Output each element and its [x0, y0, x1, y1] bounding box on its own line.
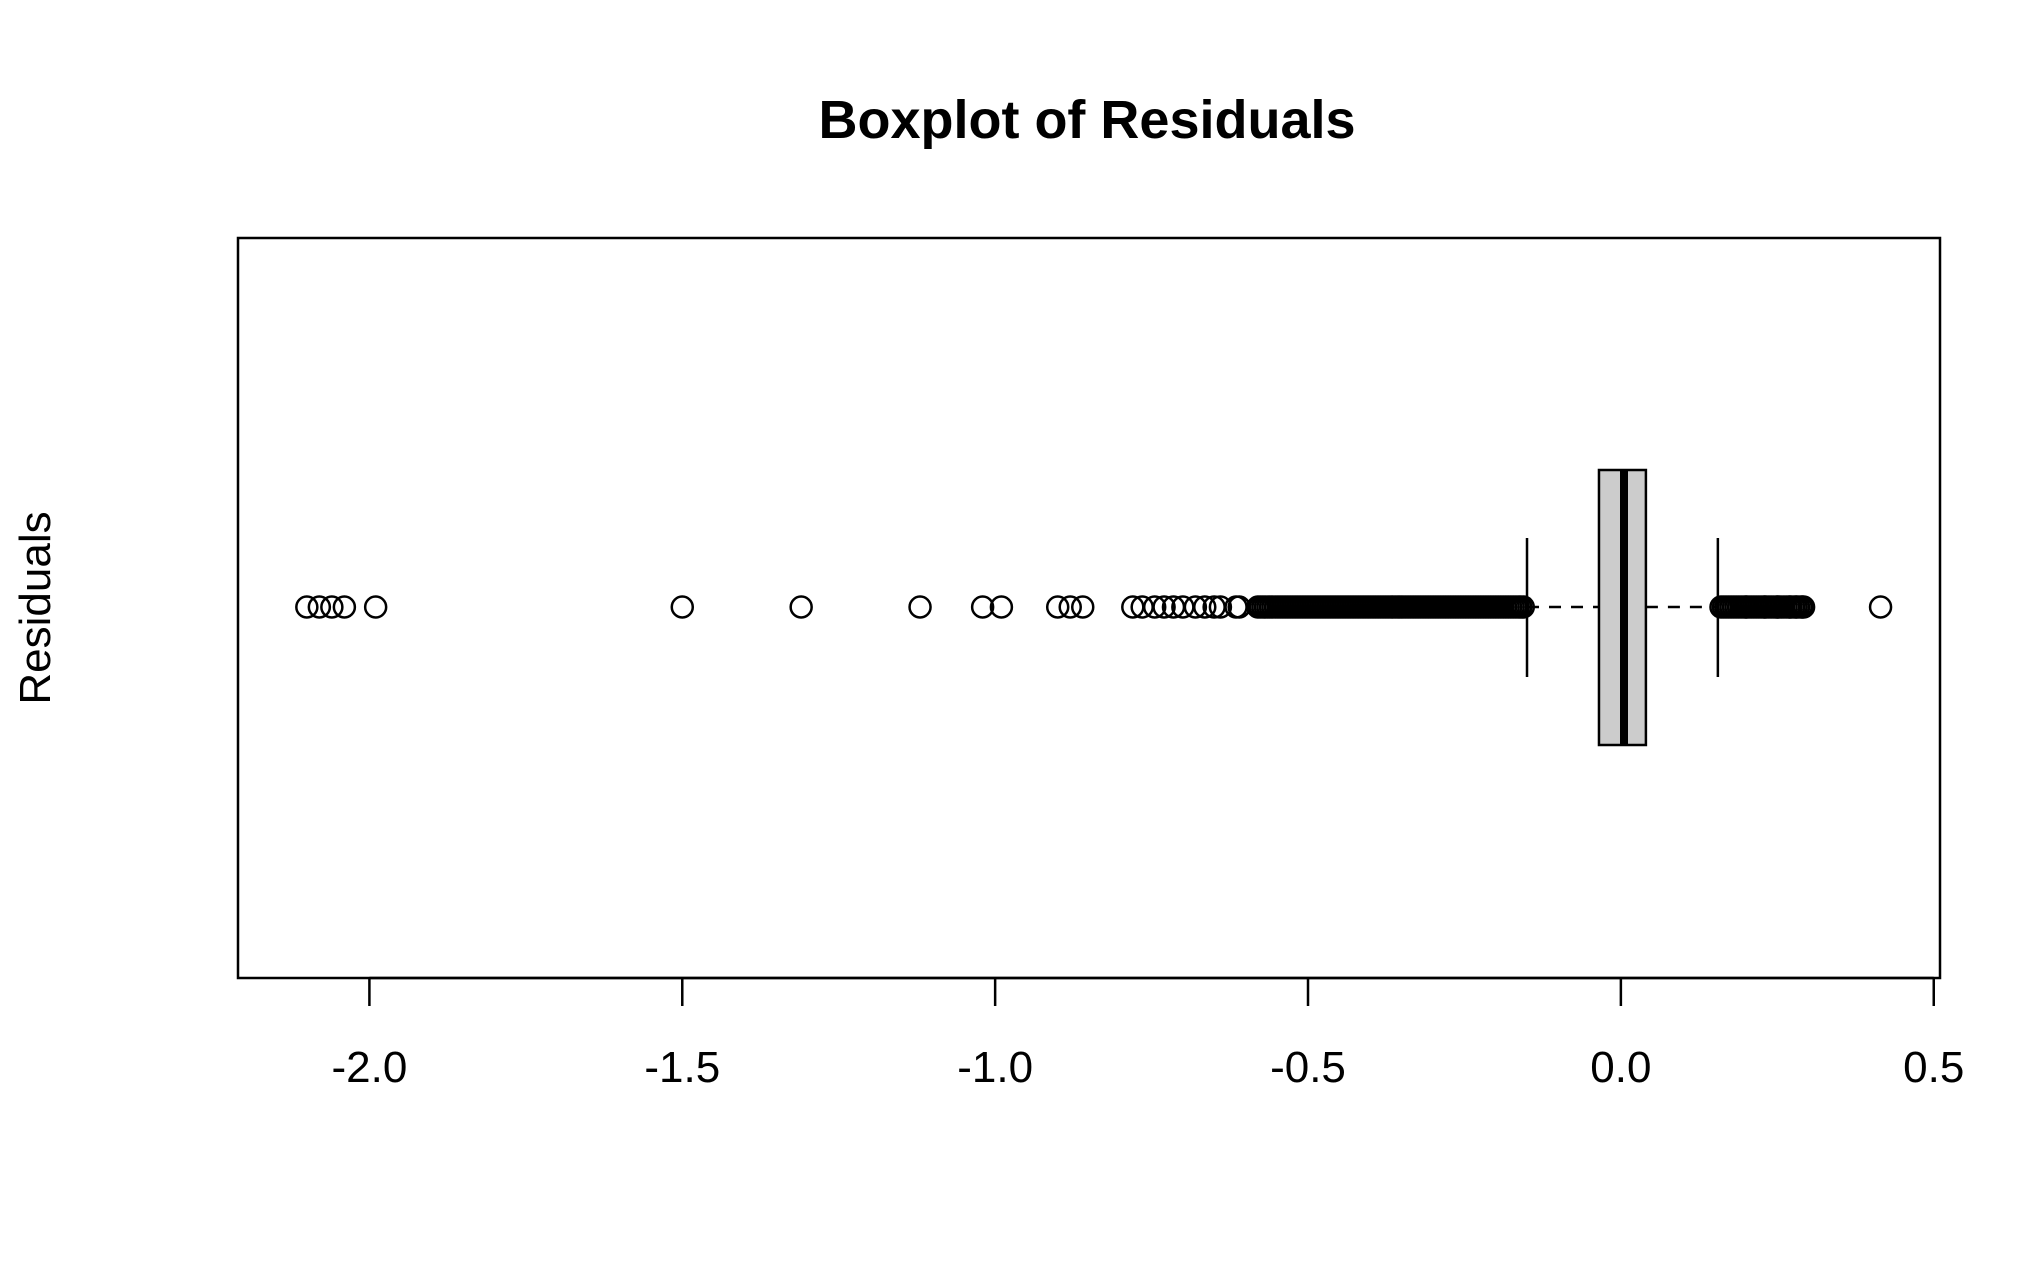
outlier-point: [1753, 595, 1777, 619]
outlier-point: [307, 595, 332, 619]
outlier-point: [1778, 595, 1802, 619]
outlier-point: [1765, 595, 1790, 619]
outlier-point: [989, 595, 1014, 619]
outlier-point: [908, 595, 932, 619]
outlier-point: [1058, 595, 1082, 619]
outlier-point: [320, 595, 344, 619]
x-axis: -2.0 -1.5 -1.0 -0.5 0.0 0.5: [331, 976, 1964, 1092]
box: [1597, 468, 1648, 747]
outlier-point: [1142, 595, 1167, 619]
outlier-point: [1734, 595, 1758, 619]
outlier-point: [1183, 595, 1208, 619]
x-tick-label: 0.0: [1590, 1043, 1651, 1092]
outlier-point: [1784, 595, 1808, 619]
outlier-point: [332, 595, 357, 619]
outlier-point: [363, 595, 388, 619]
outlier-point: [1045, 595, 1070, 619]
outliers: [295, 595, 1893, 619]
x-tick-label: -2.0: [331, 1043, 407, 1092]
outlier-point: [1152, 595, 1176, 619]
outlier-point: [1193, 595, 1217, 619]
outlier-point: [1790, 595, 1815, 619]
x-tick-label: 0.5: [1903, 1043, 1964, 1092]
plot-frame: [236, 236, 1942, 980]
outlier-point: [670, 595, 695, 619]
x-tick-label: -0.5: [1270, 1043, 1346, 1092]
outlier-point: [1868, 595, 1893, 619]
outlier-point: [1070, 595, 1095, 619]
outlier-point: [789, 595, 813, 619]
chart-title: Boxplot of Residuals: [818, 90, 1355, 150]
outlier-point: [1511, 595, 1536, 619]
x-tick-label: -1.5: [644, 1043, 720, 1092]
outlier-point: [295, 595, 319, 619]
outlier-point: [1208, 595, 1233, 619]
y-axis-label: Residuals: [11, 511, 60, 704]
outlier-point: [970, 595, 995, 619]
x-tick-label: -1.0: [957, 1043, 1033, 1092]
